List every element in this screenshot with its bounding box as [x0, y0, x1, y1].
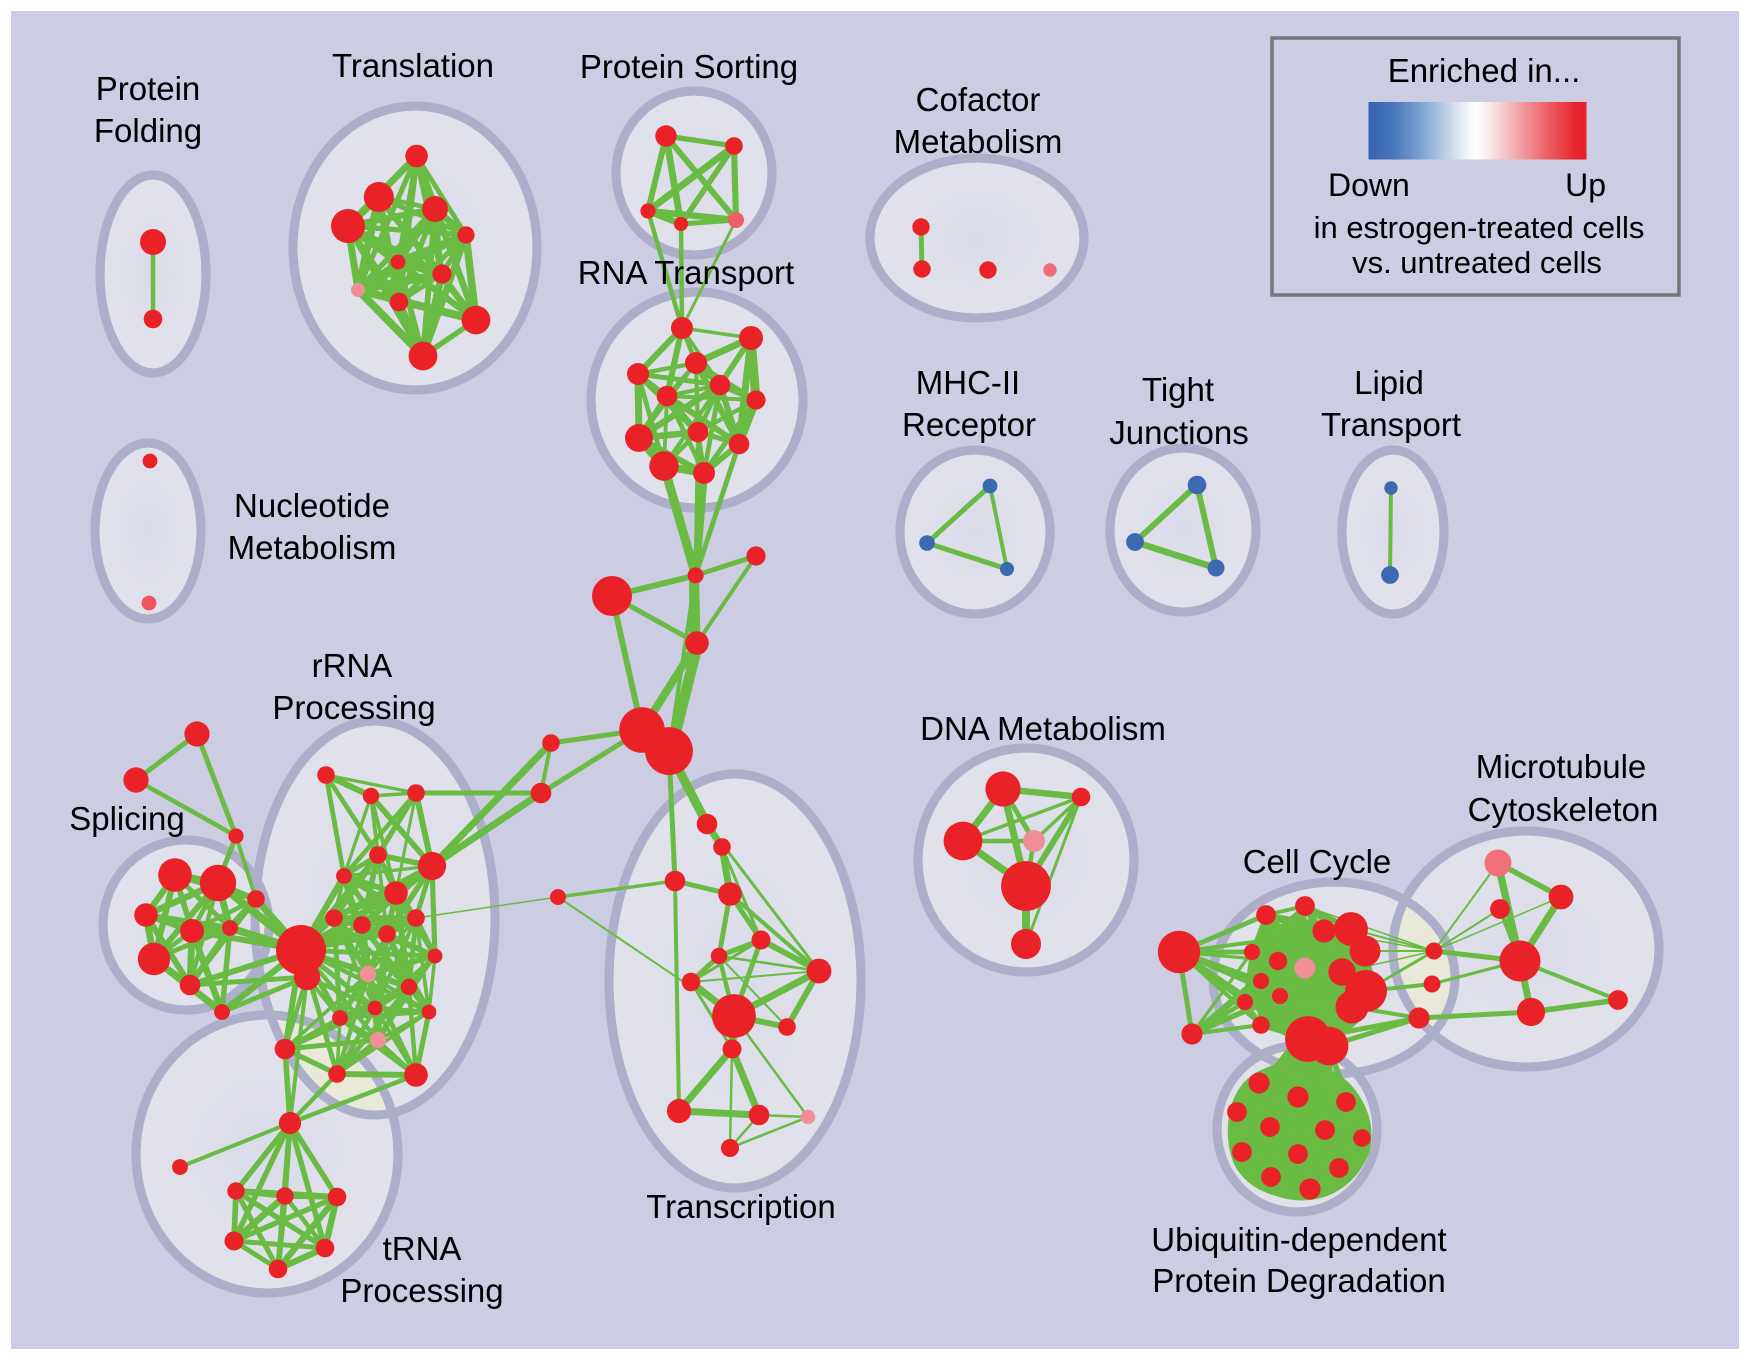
- svg-text:Cofactor: Cofactor: [916, 81, 1041, 118]
- svg-text:Up: Up: [1565, 167, 1606, 203]
- svg-text:Junctions: Junctions: [1109, 414, 1248, 451]
- svg-text:Protein Degradation: Protein Degradation: [1152, 1262, 1446, 1299]
- svg-text:Nucleotide: Nucleotide: [234, 487, 390, 524]
- svg-text:Cell Cycle: Cell Cycle: [1243, 843, 1392, 880]
- svg-text:RNA Transport: RNA Transport: [578, 254, 794, 291]
- svg-text:Enriched in...: Enriched in...: [1388, 52, 1581, 89]
- svg-text:Tight: Tight: [1142, 371, 1214, 408]
- svg-text:Protein: Protein: [96, 70, 201, 107]
- svg-text:Down: Down: [1328, 167, 1410, 203]
- svg-text:Ubiquitin-dependent: Ubiquitin-dependent: [1151, 1221, 1446, 1258]
- svg-text:Cytoskeleton: Cytoskeleton: [1468, 791, 1659, 828]
- svg-text:Folding: Folding: [94, 112, 202, 149]
- svg-text:Microtubule: Microtubule: [1476, 748, 1647, 785]
- svg-text:Splicing: Splicing: [69, 800, 185, 837]
- svg-text:Transcription: Transcription: [646, 1188, 836, 1225]
- svg-text:Translation: Translation: [332, 47, 494, 84]
- svg-text:vs. untreated cells: vs. untreated cells: [1352, 245, 1602, 280]
- svg-text:MHC-II: MHC-II: [916, 364, 1020, 401]
- svg-text:in estrogen-treated cells: in estrogen-treated cells: [1314, 210, 1645, 245]
- svg-text:rRNA: rRNA: [312, 647, 393, 684]
- svg-text:Processing: Processing: [340, 1272, 503, 1309]
- svg-text:Protein Sorting: Protein Sorting: [580, 48, 798, 85]
- svg-text:Receptor: Receptor: [902, 406, 1036, 443]
- svg-text:Metabolism: Metabolism: [894, 123, 1063, 160]
- svg-text:DNA Metabolism: DNA Metabolism: [920, 710, 1166, 747]
- svg-text:Lipid: Lipid: [1354, 364, 1424, 401]
- svg-text:Processing: Processing: [272, 689, 435, 726]
- svg-text:Transport: Transport: [1321, 406, 1461, 443]
- svg-text:tRNA: tRNA: [383, 1230, 462, 1267]
- svg-text:Metabolism: Metabolism: [228, 529, 397, 566]
